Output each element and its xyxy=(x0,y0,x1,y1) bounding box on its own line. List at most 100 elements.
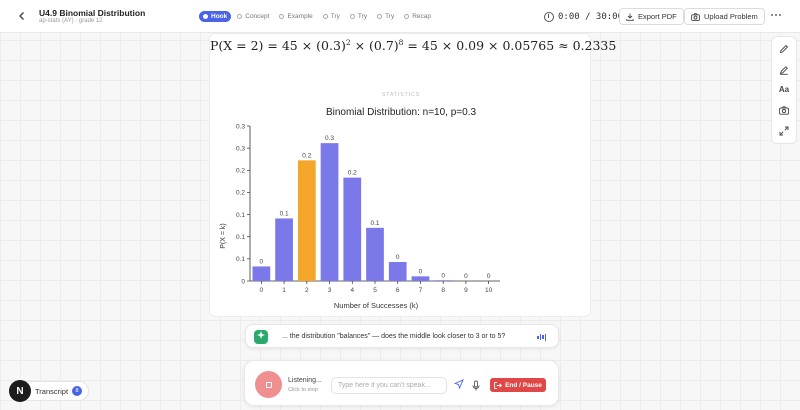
bar-4 xyxy=(343,177,362,281)
bar-5 xyxy=(366,227,384,281)
send-icon xyxy=(453,379,464,390)
bar-3 xyxy=(320,143,339,281)
more-options-button[interactable] xyxy=(770,9,782,20)
phase-label: Example xyxy=(287,13,313,20)
stop-listening-button[interactable] xyxy=(255,371,282,398)
phase-tab-try-5[interactable]: Try xyxy=(373,11,398,22)
export-pdf-label: Export PDF xyxy=(638,12,677,21)
chart-x-label: Number of Successes (k) xyxy=(334,301,419,310)
bar-data-label: 0 xyxy=(464,273,468,280)
x-tick-label: 2 xyxy=(305,287,309,294)
bar-data-label: 0 xyxy=(260,258,264,265)
listening-status: Listening... xyxy=(288,377,322,384)
pen-tool[interactable] xyxy=(775,61,793,79)
bar-data-label: 0 xyxy=(487,273,491,280)
more-horizontal-icon xyxy=(771,14,781,16)
microphone-icon xyxy=(472,380,480,391)
audio-wave-icon xyxy=(537,333,546,341)
pencil-icon xyxy=(779,45,789,54)
y-tick-label: 0.2 xyxy=(236,190,245,197)
back-button[interactable] xyxy=(14,8,30,24)
send-button[interactable] xyxy=(453,379,465,391)
expand-icon xyxy=(779,126,789,136)
bar-data-label: 0.1 xyxy=(370,220,379,227)
bar-data-label: 0.2 xyxy=(348,170,357,177)
formula-part-1: P(X = 2) = 45 × (0.3) xyxy=(210,38,346,54)
text-tool[interactable]: Aa xyxy=(775,81,793,99)
download-icon xyxy=(626,13,634,21)
bar-data-label: 0 xyxy=(396,254,400,261)
phase-tab-concept-1[interactable]: Concept xyxy=(233,11,273,22)
y-tick-label: 0.3 xyxy=(236,145,245,152)
end-pause-label: End / Pause xyxy=(505,381,542,389)
phase-tab-example-2[interactable]: Example xyxy=(275,11,316,22)
session-timer: 0:00 / 30:00 xyxy=(544,8,623,25)
binomial-bar-chart: Binomial Distribution: n=10, p=0.3 P(X =… xyxy=(220,107,500,310)
phase-dot-icon xyxy=(203,14,208,19)
phase-label: Try xyxy=(357,13,368,20)
voice-controls: Listening... Click to stop End / Pause xyxy=(244,360,559,406)
transcript-label: Transcript xyxy=(35,386,69,396)
bar-data-label: 0.1 xyxy=(280,210,289,217)
formula-exponent-2: 8 xyxy=(398,38,404,47)
sparkle-icon xyxy=(257,331,265,339)
phase-label: Concept xyxy=(245,13,270,20)
x-tick-label: 7 xyxy=(419,287,423,294)
phase-dot-icon xyxy=(349,14,355,19)
assistant-message: ... the distribution "balances" — does t… xyxy=(282,333,506,340)
bar-data-label: 0 xyxy=(419,268,423,275)
chevron-left-icon xyxy=(19,12,24,20)
transcript-count-badge: 8 xyxy=(72,386,83,396)
expand-tool[interactable] xyxy=(775,122,793,140)
text-icon: Aa xyxy=(778,85,790,95)
x-tick-label: 10 xyxy=(485,287,493,294)
y-tick-label: 0.3 xyxy=(236,123,245,130)
bar-data-label: 0.2 xyxy=(302,152,311,159)
phase-tab-try-4[interactable]: Try xyxy=(346,11,371,22)
x-tick-label: 4 xyxy=(350,287,354,294)
formula-exponent-1: 2 xyxy=(345,38,351,47)
y-tick-label: 0.1 xyxy=(236,256,245,263)
speak-input[interactable] xyxy=(331,377,447,394)
phase-tab-recap-6[interactable]: Recap xyxy=(400,11,435,22)
y-tick-label: 0.1 xyxy=(236,212,245,219)
x-tick-label: 8 xyxy=(441,287,445,294)
upload-problem-button[interactable]: Upload Problem xyxy=(684,8,765,25)
pencil-tool[interactable] xyxy=(775,40,793,58)
section-tag: STATISTICS xyxy=(381,92,421,98)
phase-tab-hook-0[interactable]: Hook xyxy=(199,11,232,22)
assistant-voice-bubble: ... the distribution "balances" — does t… xyxy=(245,324,559,348)
listening-hint: Click to stop xyxy=(288,387,318,393)
phase-tab-try-3[interactable]: Try xyxy=(319,11,344,22)
pen-icon xyxy=(779,65,788,75)
phase-dot-icon xyxy=(279,14,285,19)
exit-icon xyxy=(494,381,503,389)
lesson-card: P(X = 2) = 45 × (0.3)2 × (0.7)8 = 45 × 0… xyxy=(209,33,616,317)
camera-icon xyxy=(779,106,789,115)
bar-7 xyxy=(411,276,430,281)
bar-1 xyxy=(275,218,293,281)
bar-8 xyxy=(434,280,453,281)
y-tick-label: 0.1 xyxy=(236,234,245,241)
phase-label: Try xyxy=(385,13,395,20)
bar-6 xyxy=(388,261,407,281)
end-pause-button[interactable]: End / Pause xyxy=(490,378,546,392)
phase-dot-icon xyxy=(237,14,243,19)
binomial-formula: P(X = 2) = 45 × (0.3)2 × (0.7)8 = 45 × 0… xyxy=(210,38,616,54)
export-pdf-button[interactable]: Export PDF xyxy=(619,8,684,25)
bar-data-label: 0.3 xyxy=(325,135,334,142)
clock-icon xyxy=(544,11,554,22)
x-tick-label: 0 xyxy=(260,287,264,294)
phase-label: Try xyxy=(330,13,340,20)
stop-icon xyxy=(265,381,272,388)
bar-data-label: 0 xyxy=(441,272,445,279)
timer-text: 0:00 / 30:00 xyxy=(558,11,624,22)
phase-tabs: Hook Concept Example Try Try Try Recap xyxy=(199,11,435,22)
lesson-subtitle: ap-stats (AY) · grade 12 xyxy=(39,18,103,24)
camera-tool[interactable] xyxy=(775,101,793,119)
y-tick-label: 0 xyxy=(241,278,245,285)
transcript-button[interactable]: N Transcript 8 xyxy=(9,380,90,402)
formula-part-3: = 45 × 0.09 × 0.05765 ≈ 0.2335 xyxy=(403,38,617,54)
chart-y-label: P(X = k) xyxy=(220,223,227,248)
microphone-button[interactable] xyxy=(471,379,483,391)
